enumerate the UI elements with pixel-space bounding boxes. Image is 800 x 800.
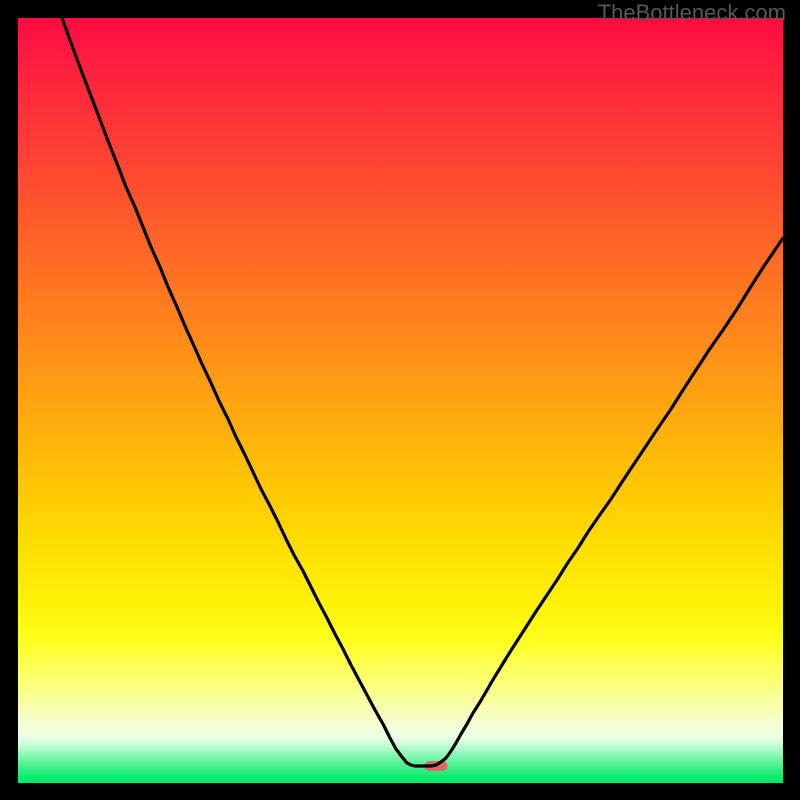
plot-area	[18, 18, 783, 783]
watermark-text: TheBottleneck.com	[598, 0, 786, 26]
bottleneck-curve	[18, 18, 783, 783]
